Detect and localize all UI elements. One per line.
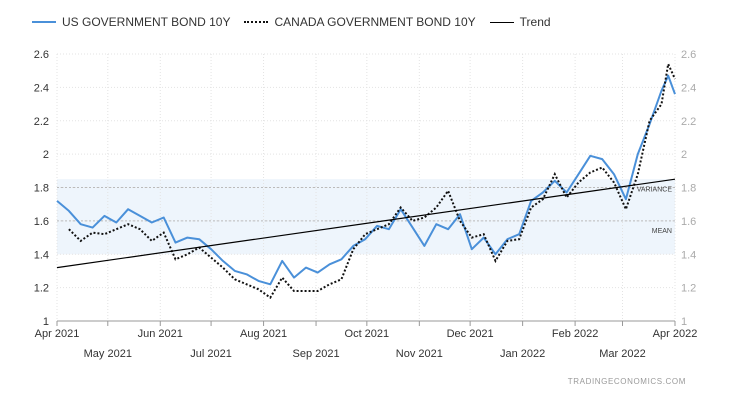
- y-tick-label-right-2: 1.4: [681, 249, 696, 261]
- x-tick-label-top-6: Apr 2022: [653, 328, 698, 340]
- x-tick-label-top-1: Jun 2021: [138, 328, 183, 340]
- legend-item-canada[interactable]: CANADA GOVERNMENT BOND 10Y: [244, 15, 476, 29]
- reference-label-variance: VARIANCE: [637, 187, 673, 194]
- x-tick-label-bottom-0: May 2021: [84, 348, 132, 360]
- legend-item-us[interactable]: US GOVERNMENT BOND 10Y: [32, 15, 230, 29]
- y-tick-label-left-4: 1.8: [34, 183, 49, 195]
- x-tick-label-top-3: Oct 2021: [345, 328, 390, 340]
- y-tick-label-left-3: 1.6: [34, 216, 49, 228]
- series-line-canada-10y: [68, 60, 676, 300]
- legend-label-canada: CANADA GOVERNMENT BOND 10Y: [274, 15, 476, 29]
- legend-label-us: US GOVERNMENT BOND 10Y: [62, 15, 231, 29]
- y-tick-label-left-5: 2: [43, 149, 49, 161]
- y-tick-label-left-7: 2.4: [34, 82, 49, 94]
- x-tick-label-top-2: Aug 2021: [240, 328, 287, 340]
- variance-band: [57, 179, 675, 255]
- legend-swatch-canada: [244, 21, 269, 23]
- y-tick-label-right-7: 2.4: [681, 82, 696, 94]
- y-tick-label-right-8: 2.6: [681, 49, 696, 61]
- trend-line: [56, 178, 676, 269]
- x-tick-label-top-5: Feb 2022: [552, 328, 598, 340]
- legend-label-trend: Trend: [519, 15, 551, 29]
- x-tick-label-top-4: Dec 2021: [447, 328, 494, 340]
- legend-swatch-us: [32, 21, 56, 23]
- x-tick-label-top-0: Apr 2021: [35, 328, 80, 340]
- source-credit: TRADINGECONOMICS.COM: [567, 377, 686, 386]
- legend-item-trend[interactable]: Trend: [489, 15, 551, 29]
- x-tick-label-bottom-2: Sep 2021: [292, 348, 339, 360]
- y-tick-label-right-6: 2.2: [681, 116, 696, 128]
- y-tick-label-right-0: 1: [681, 316, 687, 328]
- y-tick-label-left-2: 1.4: [34, 249, 49, 261]
- reference-label-mean: MEAN: [652, 228, 672, 235]
- y-tick-label-right-1: 1.2: [681, 283, 696, 295]
- y-tick-label-right-5: 2: [681, 149, 687, 161]
- x-tick-label-bottom-5: Mar 2022: [599, 348, 645, 360]
- x-tick-label-bottom-3: Nov 2021: [396, 348, 443, 360]
- y-tick-label-left-6: 2.2: [34, 116, 49, 128]
- y-tick-label-left-1: 1.2: [34, 283, 49, 295]
- x-tick-label-bottom-1: Jul 2021: [190, 348, 232, 360]
- x-tick-label-bottom-4: Jan 2022: [500, 348, 545, 360]
- legend-swatch-trend: [489, 21, 514, 23]
- y-tick-label-left-0: 1: [43, 316, 49, 328]
- chart-legend: US GOVERNMENT BOND 10Y CANADA GOVERNMENT…: [32, 13, 565, 31]
- y-tick-label-right-3: 1.6: [681, 216, 696, 228]
- y-tick-label-right-4: 1.8: [681, 183, 696, 195]
- y-tick-label-left-8: 2.6: [34, 49, 49, 61]
